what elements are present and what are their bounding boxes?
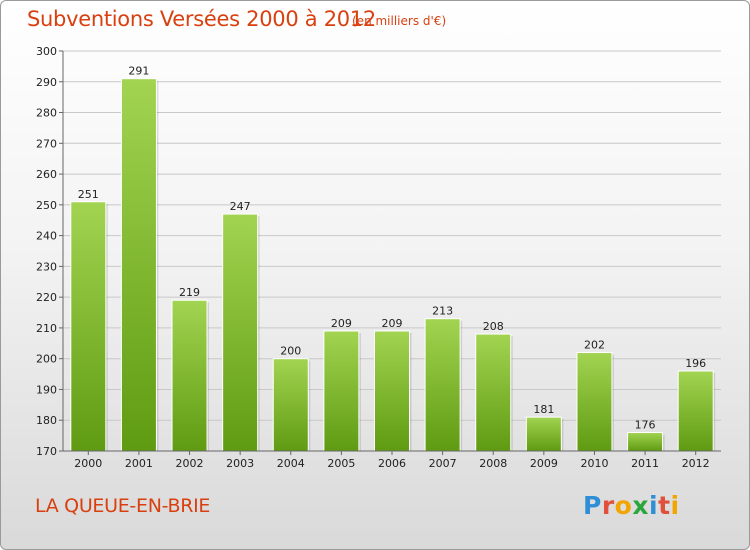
- bars: [70, 78, 716, 452]
- bar: [171, 299, 208, 452]
- data-label: 181: [533, 403, 554, 416]
- x-tick-label: 2005: [327, 457, 355, 470]
- y-tick-label: 180: [36, 414, 57, 427]
- bar: [374, 330, 410, 452]
- y-tick-label: 210: [36, 322, 57, 335]
- x-tick-label: 2009: [530, 457, 558, 470]
- data-label: 200: [280, 345, 301, 358]
- y-tick-label: 280: [36, 107, 57, 120]
- y-tick-label: 250: [36, 199, 57, 212]
- bar: [475, 333, 512, 452]
- data-label: 291: [128, 65, 149, 78]
- y-tick-label: 170: [36, 445, 57, 458]
- proxiti-logo: Proxiti: [583, 491, 680, 520]
- data-label: 196: [685, 357, 706, 370]
- data-label: 213: [432, 305, 453, 318]
- data-label: 251: [78, 188, 99, 201]
- axes: [59, 50, 721, 455]
- x-tick-label: 2004: [277, 457, 305, 470]
- x-tick-label: 2007: [429, 457, 457, 470]
- x-tick-label: 2003: [226, 457, 254, 470]
- x-tick-label: 2002: [176, 457, 204, 470]
- data-label: 219: [179, 286, 200, 299]
- commune-name: LA QUEUE-EN-BRIE: [35, 495, 211, 517]
- chart-subtitle: (en milliers d'€): [352, 14, 447, 28]
- chart-title: Subventions Versées 2000 à 2012: [27, 7, 376, 31]
- data-label: 209: [382, 317, 403, 330]
- labels: 170 180 190 200 210 220 230 240 250 260 270 280 290 3…: [36, 45, 710, 470]
- logo-letter: o: [614, 491, 633, 520]
- bar: [323, 330, 360, 452]
- bar: [120, 78, 157, 452]
- bar: [677, 370, 714, 452]
- bar: [222, 213, 259, 452]
- bar: [272, 358, 309, 452]
- bar: [70, 201, 107, 452]
- x-tick-label: 2010: [580, 457, 608, 470]
- x-tick-label: 2008: [479, 457, 507, 470]
- x-tick-label: 2000: [74, 457, 102, 470]
- data-label: 208: [483, 320, 504, 333]
- x-tick-label: 2001: [125, 457, 153, 470]
- data-label: 176: [635, 419, 656, 432]
- y-tick-label: 230: [36, 260, 57, 273]
- logo-letter: P: [583, 491, 602, 520]
- bar: [627, 432, 664, 452]
- logo-letter: i: [649, 491, 659, 520]
- data-label: 247: [230, 200, 251, 213]
- y-tick-label: 240: [36, 230, 57, 243]
- x-tick-label: 2012: [682, 457, 710, 470]
- bar: [525, 416, 562, 452]
- x-tick-label: 2006: [378, 457, 406, 470]
- logo-letter: r: [601, 491, 615, 520]
- y-tick-label: 220: [36, 291, 57, 304]
- bar: [424, 318, 461, 452]
- y-tick-label: 270: [36, 137, 57, 150]
- y-tick-label: 300: [36, 45, 57, 58]
- data-label: 209: [331, 317, 352, 330]
- bar: [576, 352, 613, 452]
- logo-letter: t: [658, 491, 671, 520]
- logo-letter: x: [632, 491, 649, 520]
- y-tick-label: 260: [36, 168, 57, 181]
- data-label: 202: [584, 339, 605, 352]
- y-tick-label: 190: [36, 383, 57, 396]
- y-tick-label: 290: [36, 76, 57, 89]
- x-tick-label: 2011: [631, 457, 659, 470]
- logo-letter: i: [670, 491, 680, 520]
- y-tick-label: 200: [36, 353, 57, 366]
